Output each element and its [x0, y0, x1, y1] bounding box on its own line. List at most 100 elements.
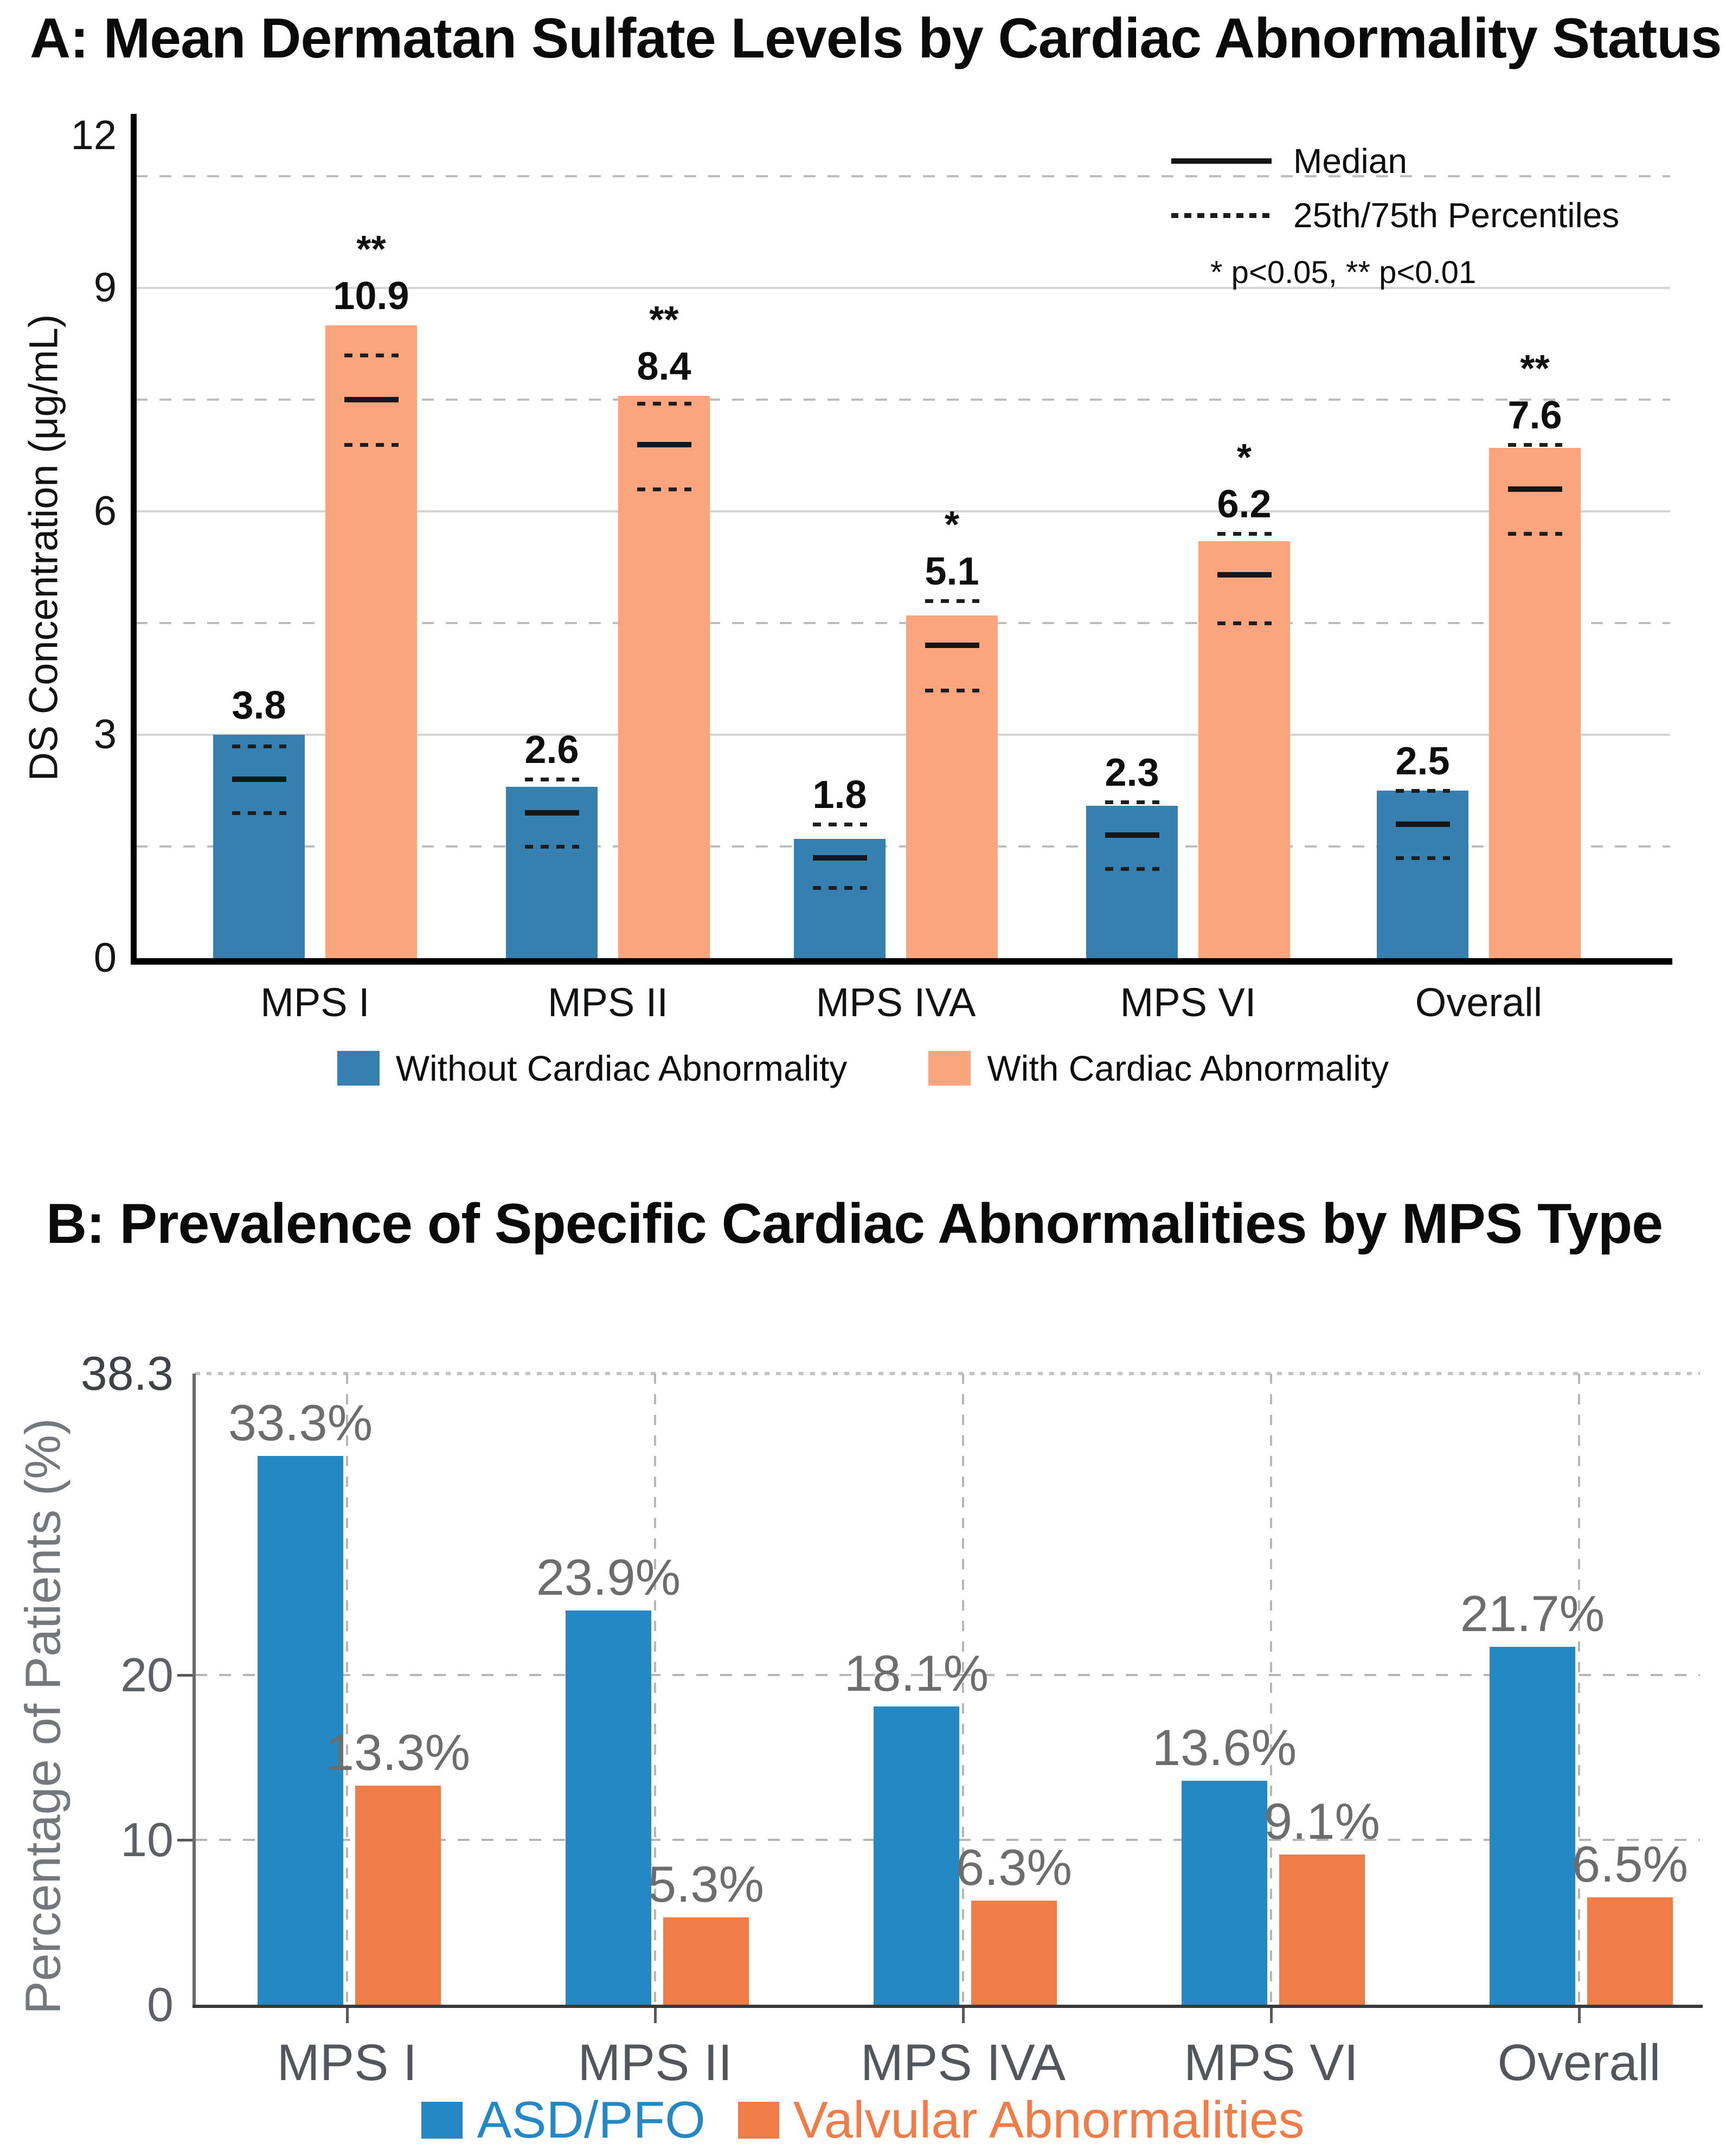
median-mark	[524, 810, 579, 816]
median-mark	[1217, 572, 1272, 578]
dashed-gridline	[136, 175, 1670, 178]
x-tick-mark	[1270, 2008, 1273, 2023]
bar-value-label: 6.5%	[1571, 1836, 1689, 1893]
x-tick-label: MPS VI	[1120, 980, 1256, 1025]
p25-mark	[812, 886, 867, 890]
panel-b-bar-asd-pfo-overall	[1490, 1647, 1575, 2005]
p75-mark	[1507, 442, 1562, 447]
gridline	[136, 287, 1670, 290]
panel-a-series-legend: Without Cardiac Abnormality With Cardiac…	[0, 1048, 1726, 1089]
y-max-label: 38.3	[80, 1346, 174, 1400]
vertical-gridline	[1270, 1373, 1272, 2005]
bar-value-label: 13.3%	[325, 1723, 471, 1781]
bar-value-label: 2.3	[1105, 750, 1159, 794]
bar-value-label: 33.3%	[228, 1394, 373, 1451]
legend-item-asd-pfo: ASD/PFO	[421, 2090, 705, 2150]
panel-a-bar-without-cardiac-abnormality-overall	[1377, 791, 1468, 958]
x-tick-label: MPS I	[277, 2034, 418, 2091]
percentiles-line-swatch	[1171, 213, 1272, 218]
x-tick-label: MPS IVA	[816, 980, 976, 1025]
y-tick-label: 9	[93, 265, 117, 311]
panel-a-bar-without-cardiac-abnormality-mps-vi	[1086, 805, 1178, 958]
bar-value-label: 6.3%	[955, 1839, 1073, 1896]
median-mark	[637, 441, 691, 447]
median-legend-entry: Median	[1171, 134, 1619, 188]
legend-label: Without Cardiac Abnormality	[395, 1048, 848, 1088]
median-mark	[1105, 832, 1159, 838]
legend-label: ASD/PFO	[477, 2091, 705, 2149]
significance-stars: **	[649, 298, 679, 341]
panel-b-bar-valvular-abnormalities-overall	[1587, 1897, 1673, 2005]
x-axis-spine	[131, 958, 1672, 965]
x-tick-label: Overall	[1497, 2034, 1661, 2091]
panel-b-series-legend: ASD/PFO Valvular Abnormalities	[0, 2090, 1726, 2150]
x-tick-label: MPS IVA	[860, 2034, 1066, 2091]
p25-mark	[344, 442, 399, 447]
median-mark	[812, 855, 867, 861]
panel-a-title: A: Mean Dermatan Sulfate Levels by Cardi…	[30, 7, 1722, 70]
bar-value-label: 7.6	[1507, 393, 1562, 437]
y-tick-label: 6	[93, 488, 117, 535]
median-mark	[1395, 821, 1450, 827]
p75-mark	[812, 822, 867, 826]
panel-a-bar-without-cardiac-abnormality-mps-i	[213, 735, 305, 958]
gridline	[136, 510, 1670, 513]
p75-mark	[1217, 532, 1272, 536]
dashed-gridline	[136, 845, 1670, 848]
y-axis-spine	[193, 1373, 196, 2007]
panel-b-bar-valvular-abnormalities-mps-i	[355, 1785, 441, 2005]
p25-mark	[1507, 532, 1562, 536]
vertical-gridline	[962, 1373, 964, 2005]
bar-value-label: 21.7%	[1460, 1585, 1605, 1642]
p75-mark	[524, 778, 579, 782]
y-tick-label: 10	[120, 1813, 174, 1866]
bar-value-label: 9.1%	[1263, 1793, 1381, 1850]
bar-value-label: 2.5	[1395, 740, 1450, 784]
gridline	[136, 734, 1670, 736]
significance-note: * p<0.05, ** p<0.01	[1210, 255, 1477, 290]
x-tick-label: MPS II	[578, 2034, 733, 2091]
orange-swatch	[737, 2102, 779, 2139]
bar-value-label: 2.6	[524, 728, 579, 772]
bar-value-label: 18.1%	[844, 1644, 989, 1702]
p75-mark	[1395, 789, 1450, 793]
p75-mark	[925, 599, 979, 603]
bar-value-label: 8.4	[637, 345, 691, 389]
significance-stars: **	[1520, 347, 1550, 389]
legend-item-without-cardiac-abnormality: Without Cardiac Abnormality	[337, 1048, 848, 1089]
y-tick-label: 12	[70, 112, 117, 158]
bar-value-label: 3.8	[232, 684, 286, 728]
x-tick-label: MPS I	[260, 980, 370, 1025]
panel-b-bar-asd-pfo-mps-vi	[1182, 1780, 1267, 2005]
x-tick-label: Overall	[1415, 980, 1543, 1025]
p75-mark	[344, 353, 399, 357]
p25-mark	[1395, 856, 1450, 860]
panel-b-title: B: Prevalence of Specific Cardiac Abnorm…	[46, 1192, 1663, 1255]
median-line-swatch	[1171, 158, 1272, 164]
p25-mark	[232, 811, 286, 816]
panel-a-bar-with-cardiac-abnormality-mps-iva	[906, 615, 998, 958]
panel-a-bar-with-cardiac-abnormality-mps-i	[325, 325, 417, 958]
p25-mark	[925, 688, 979, 692]
x-tick-label: MPS VI	[1183, 2034, 1359, 2091]
blue-swatch	[421, 2102, 463, 2139]
panel-a-bar-with-cardiac-abnormality-overall	[1489, 448, 1581, 958]
percentiles-legend-label: 25th/75th Percentiles	[1293, 196, 1620, 235]
vertical-gridline	[1578, 1373, 1580, 2005]
legend-item-valvular-abnormalities: Valvular Abnormalities	[737, 2090, 1305, 2150]
orange-swatch	[928, 1051, 971, 1086]
x-tick-mark	[1578, 2008, 1581, 2023]
significance-stars: **	[356, 227, 386, 270]
bar-value-label: 13.6%	[1152, 1718, 1297, 1776]
median-mark	[232, 777, 286, 782]
bar-value-label: 6.2	[1217, 483, 1272, 527]
bar-value-label: 10.9	[333, 274, 409, 318]
panel-a-stat-legend: Median 25th/75th Percentiles * p<0.05, *…	[1171, 134, 1619, 291]
median-mark	[925, 643, 979, 649]
vertical-gridline	[346, 1373, 348, 2005]
dashed-gridline	[136, 622, 1670, 625]
significance-stars: *	[944, 503, 960, 546]
